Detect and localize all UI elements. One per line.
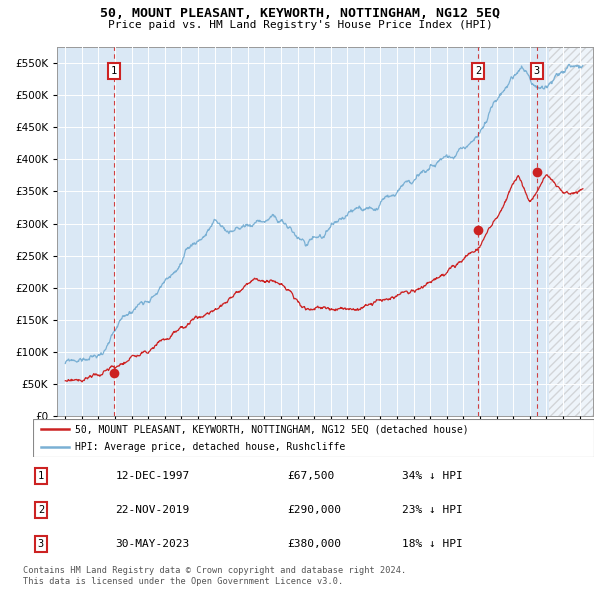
Text: 2: 2 (38, 505, 44, 515)
FancyBboxPatch shape (33, 419, 594, 457)
Text: 2: 2 (475, 66, 481, 76)
Text: 1: 1 (111, 66, 118, 76)
Text: £290,000: £290,000 (287, 505, 341, 515)
Text: HPI: Average price, detached house, Rushcliffe: HPI: Average price, detached house, Rush… (75, 442, 346, 452)
Text: 1: 1 (38, 471, 44, 481)
Text: Price paid vs. HM Land Registry's House Price Index (HPI): Price paid vs. HM Land Registry's House … (107, 20, 493, 30)
Text: £67,500: £67,500 (287, 471, 335, 481)
Text: 23% ↓ HPI: 23% ↓ HPI (402, 505, 463, 515)
Text: 22-NOV-2019: 22-NOV-2019 (115, 505, 190, 515)
Text: Contains HM Land Registry data © Crown copyright and database right 2024.
This d: Contains HM Land Registry data © Crown c… (23, 566, 406, 586)
Text: 12-DEC-1997: 12-DEC-1997 (115, 471, 190, 481)
Text: 3: 3 (38, 539, 44, 549)
Text: 18% ↓ HPI: 18% ↓ HPI (402, 539, 463, 549)
Text: £380,000: £380,000 (287, 539, 341, 549)
Text: 3: 3 (533, 66, 540, 76)
Text: 34% ↓ HPI: 34% ↓ HPI (402, 471, 463, 481)
Text: 50, MOUNT PLEASANT, KEYWORTH, NOTTINGHAM, NG12 5EQ (detached house): 50, MOUNT PLEASANT, KEYWORTH, NOTTINGHAM… (75, 424, 469, 434)
Text: 30-MAY-2023: 30-MAY-2023 (115, 539, 190, 549)
Text: 50, MOUNT PLEASANT, KEYWORTH, NOTTINGHAM, NG12 5EQ: 50, MOUNT PLEASANT, KEYWORTH, NOTTINGHAM… (100, 7, 500, 20)
